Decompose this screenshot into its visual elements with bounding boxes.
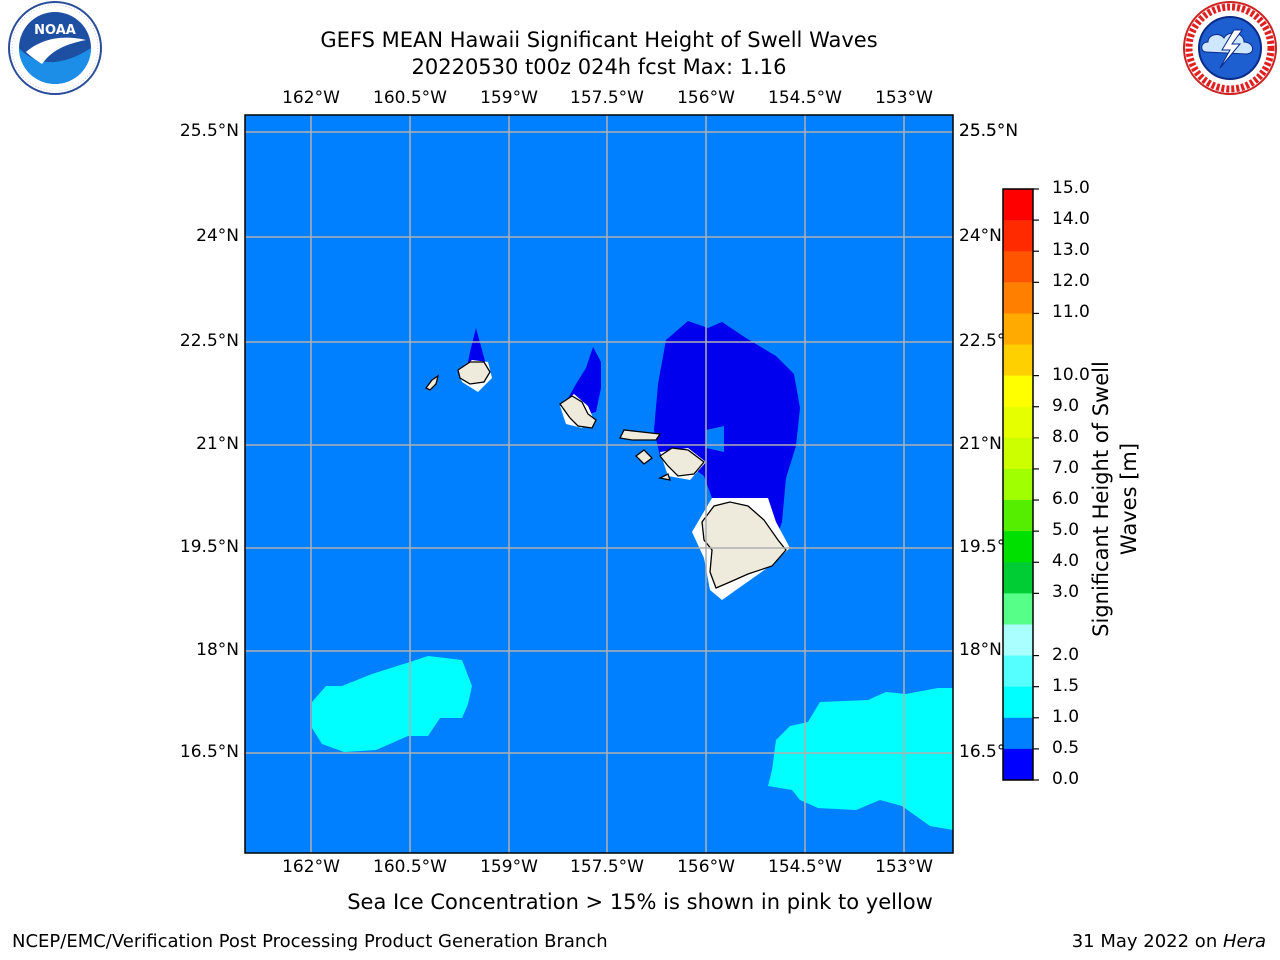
lon-label: 156°W: [677, 857, 735, 877]
colorbar-title-line1: Significant Height of Swell: [1089, 361, 1113, 637]
colorbar-tick-label: 12.0: [1052, 271, 1090, 292]
lat-label: 16.5°N: [179, 742, 239, 762]
mid-swell-region-southwest: [312, 656, 472, 752]
lat-labels-right: 25.5°N 24°N 22.5°N 21°N 19.5°N 18°N 16.5…: [959, 0, 1003, 960]
map-frame: [244, 114, 954, 854]
chart-subtitle: 20220530 t00z 024h fcst Max: 1.16: [411, 55, 787, 79]
mid-swell-region-southeast: [768, 688, 953, 830]
lat-label: 18°N: [196, 640, 239, 660]
lat-label: 24°N: [196, 226, 239, 246]
colorbar-tick-label: 0.5: [1052, 737, 1080, 758]
lat-label: 22.5°N: [959, 331, 1003, 351]
colorbar-title-line2: Waves [m]: [1117, 442, 1141, 556]
higher-patch-near-maui: [706, 426, 724, 452]
lon-label: 153°W: [875, 88, 933, 108]
lon-label: 159°W: [480, 88, 538, 108]
colorbar-tick-label: 11.0: [1052, 302, 1090, 323]
colorbar-title: Significant Height of Swell Waves [m]: [1087, 349, 1143, 649]
molokai-island: [619, 429, 662, 441]
lanai-island: [635, 449, 653, 465]
lon-label: 157.5°W: [570, 857, 644, 877]
lat-label: 18°N: [959, 640, 1002, 660]
lat-label: 25.5°N: [959, 121, 1003, 141]
colorbar-tick-label: 6.0: [1052, 489, 1080, 510]
kauai-island: [457, 361, 491, 385]
colorbar-tick-label: 9.0: [1052, 395, 1080, 416]
lat-label: 16.5°N: [959, 742, 1003, 762]
footer-date-text: 31 May 2022 on: [1071, 931, 1223, 952]
lat-label: 19.5°N: [179, 537, 239, 557]
lon-label: 159°W: [480, 857, 538, 877]
lat-label: 24°N: [959, 226, 1002, 246]
noaa-logo-icon: NOAA: [8, 1, 102, 95]
lat-label: 22.5°N: [179, 331, 239, 351]
lat-label: 21°N: [196, 434, 239, 454]
colorbar-tick-label: 3.0: [1052, 582, 1080, 603]
colorbar-tick-label: 13.0: [1052, 240, 1090, 261]
colorbar-tick-label: 7.0: [1052, 457, 1080, 478]
nws-logo-icon: [1183, 1, 1277, 95]
sea-ice-note: Sea Ice Concentration > 15% is shown in …: [347, 890, 933, 914]
kahoolawe-island: [658, 473, 671, 481]
lon-label: 154.5°W: [768, 88, 842, 108]
noaa-logo-text: NOAA: [34, 23, 76, 38]
chart-title: GEFS MEAN Hawaii Significant Height of S…: [320, 28, 878, 52]
colorbar-tick-label: 10.0: [1052, 364, 1090, 385]
colorbar-tick-label: 1.5: [1052, 675, 1080, 696]
big-island: [701, 501, 787, 589]
lon-label: 156°W: [677, 88, 735, 108]
lat-label: 25.5°N: [179, 121, 239, 141]
lon-label: 153°W: [875, 857, 933, 877]
footer-host: Hera: [1222, 931, 1266, 952]
graticule: [245, 115, 953, 853]
colorbar-tick-label: 0.0: [1052, 769, 1080, 789]
lon-label: 160.5°W: [373, 88, 447, 108]
footer-credit: NCEP/EMC/Verification Post Processing Pr…: [12, 931, 608, 952]
colorbar-tick-label: 14.0: [1052, 209, 1090, 230]
niihau-island: [425, 374, 440, 391]
lat-label: 19.5°N: [959, 537, 1003, 557]
lon-label: 160.5°W: [373, 857, 447, 877]
lon-label: 154.5°W: [768, 857, 842, 877]
lat-label: 21°N: [959, 434, 1002, 454]
colorbar-tick-label: 8.0: [1052, 426, 1080, 447]
colorbar-tick-label: 15.0: [1052, 178, 1090, 198]
lon-label: 157.5°W: [570, 88, 644, 108]
colorbar-tick-label: 1.0: [1052, 706, 1080, 727]
lat-label-top-right-full: 25.5°N: [959, 121, 1019, 141]
oahu-island: [559, 395, 597, 429]
footer-date: 31 May 2022 on Hera: [1072, 931, 1266, 952]
land-outlines: [425, 361, 787, 589]
low-swell-region-maui-bigisland: [654, 321, 800, 540]
colorbar-tick-label: 5.0: [1052, 520, 1080, 541]
lon-label: 162°W: [282, 857, 340, 877]
colorbar-tick-label: 2.0: [1052, 644, 1080, 665]
maui-island: [659, 447, 705, 477]
lon-label: 162°W: [282, 88, 340, 108]
colorbar-tick-label: 4.0: [1052, 551, 1080, 572]
